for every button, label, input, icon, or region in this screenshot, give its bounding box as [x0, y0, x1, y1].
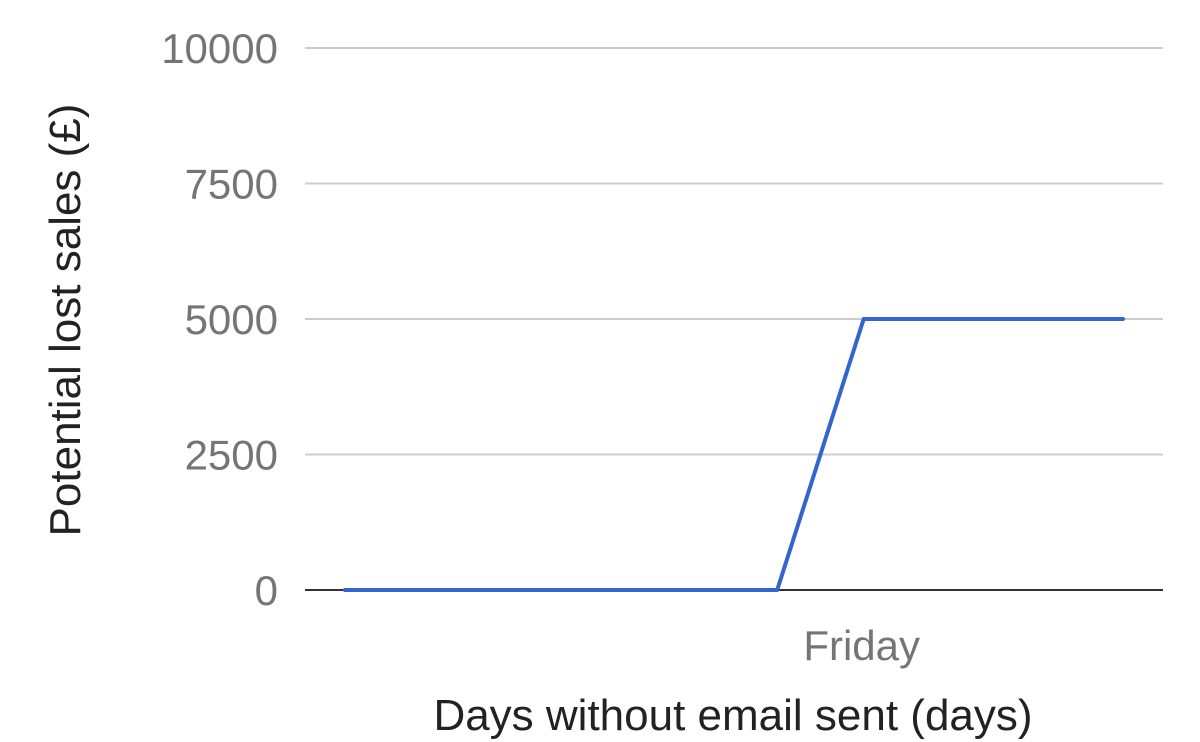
gridlines — [305, 47, 1163, 591]
y-tick-label-0: 0 — [255, 567, 278, 614]
y-tick-label-5000: 5000 — [185, 296, 278, 343]
y-axis-tick-labels: 0 2500 5000 7500 10000 — [161, 25, 278, 614]
series-line-0 — [343, 317, 1125, 592]
y-tick-label-2500: 2500 — [185, 432, 278, 479]
x-tick-label-friday: Friday — [803, 622, 920, 669]
y-tick-label-7500: 7500 — [185, 161, 278, 208]
x-axis-title: Days without email sent (days) — [433, 691, 1032, 740]
x-axis-tick-labels: Friday — [803, 622, 920, 669]
y-axis-title: Potential lost sales (£) — [41, 104, 90, 537]
y-tick-label-10000: 10000 — [161, 25, 278, 72]
series-lines — [343, 317, 1125, 592]
